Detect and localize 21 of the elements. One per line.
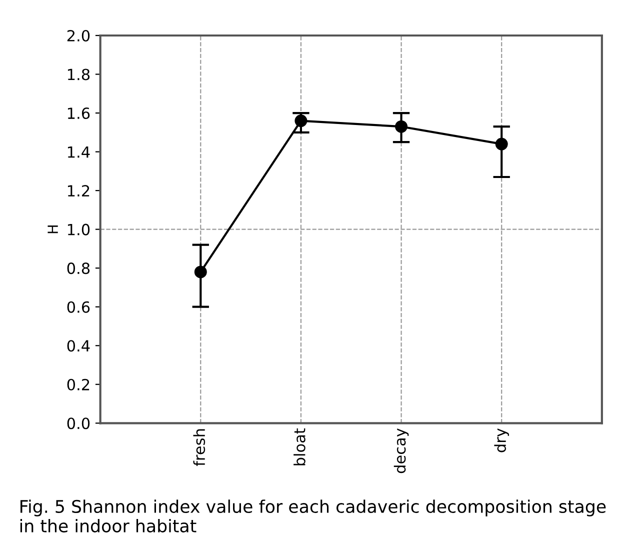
point [294,114,308,128]
x-tick-label: fresh [193,429,206,466]
point [495,138,508,150]
point [194,266,207,278]
y-tick-label: 0.0 [67,418,90,430]
y-tick-label: 1.8 [68,68,90,80]
y-axis-title: H [48,225,58,234]
y-tick-label: 0.4 [67,340,90,352]
y-tick-label: 1.6 [68,107,90,120]
point [395,120,408,133]
caption: Fig. 5 Shannon index value for each cadaveric decomposition stage in the indoor habitat [20,500,606,532]
y-tick-label: 2.0 [67,30,90,42]
y-tick-label: 1.0 [68,224,90,236]
y-tick-label: 1.4 [68,146,90,158]
y-tick-label: 0.2 [67,378,90,390]
y-tick-label: 1.2 [68,185,90,196]
x-tick-label: dry [494,428,509,452]
y-tick-label: 0.8 [67,262,90,274]
y-tick-label: 0.6 [67,301,90,313]
x-tick-label: bloat [294,428,306,466]
x-tick-label: decay [394,428,409,474]
